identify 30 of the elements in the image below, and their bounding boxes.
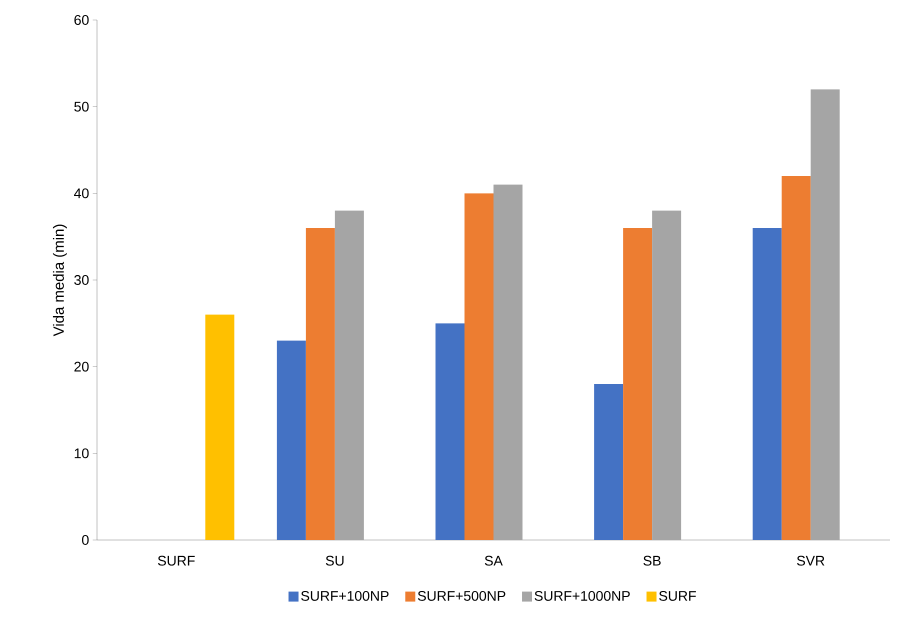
- bar: [782, 176, 811, 540]
- bar: [494, 184, 523, 540]
- bar: [306, 228, 335, 540]
- y-tick-label: 50: [74, 102, 89, 112]
- bar: [436, 323, 465, 540]
- y-tick-label: 40: [74, 188, 89, 198]
- bar: [594, 384, 624, 540]
- y-tick-label: 30: [74, 275, 89, 285]
- y-tick-label: 0: [82, 535, 89, 545]
- x-tick-label: SURF: [158, 556, 195, 566]
- legend-label: SURF: [659, 590, 696, 601]
- legend-label: SURF+500NP: [418, 590, 506, 601]
- y-tick-label: 10: [74, 448, 89, 458]
- bar: [205, 314, 234, 540]
- x-tick-label: SVR: [797, 556, 824, 566]
- y-tick-label: 20: [74, 362, 89, 372]
- bar: [652, 210, 682, 540]
- legend-label: SURF+1000NP: [534, 590, 630, 601]
- legend-label: SURF+100NP: [301, 590, 389, 601]
- bar: [334, 210, 364, 540]
- bar: [752, 228, 782, 540]
- x-tick-label: SA: [484, 556, 503, 566]
- bar: [623, 228, 652, 540]
- y-tick-label: 60: [74, 15, 89, 25]
- y-axis-title: Vida media (min): [52, 224, 67, 336]
- x-tick-label: SB: [643, 556, 661, 566]
- x-tick-label: SU: [326, 556, 344, 566]
- bar: [276, 340, 306, 540]
- bar: [810, 89, 840, 540]
- bar: [464, 193, 494, 540]
